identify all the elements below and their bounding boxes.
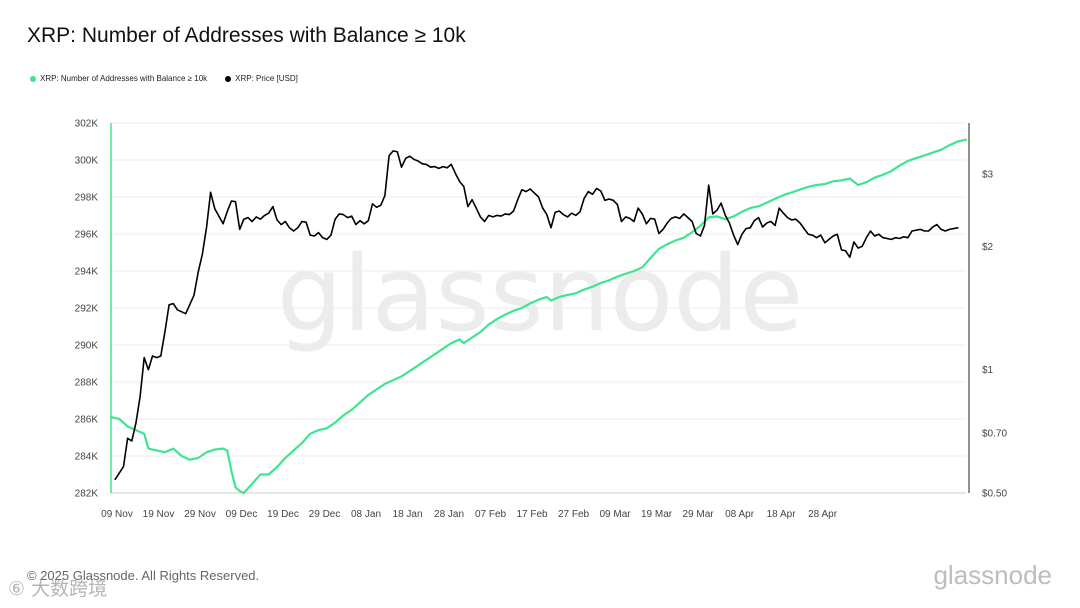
- x-tick-label: 29 Nov: [184, 509, 216, 520]
- y-left-tick-label: 292K: [75, 304, 99, 315]
- x-tick-label: 07 Feb: [475, 509, 507, 520]
- price-series-line: [114, 150, 959, 481]
- y-left-tick-label: 290K: [75, 341, 99, 352]
- x-tick-label: 19 Dec: [267, 509, 299, 520]
- x-tick-label: 28 Jan: [434, 509, 464, 520]
- y-left-tick-label: 302K: [75, 119, 99, 130]
- x-tick-label: 29 Mar: [683, 509, 715, 520]
- x-tick-label: 08 Jan: [351, 509, 381, 520]
- y-left-tick-label: 282K: [75, 489, 99, 500]
- x-tick-label: 29 Dec: [309, 509, 341, 520]
- x-tick-label: 19 Mar: [641, 509, 673, 520]
- legend-item-addresses[interactable]: XRP: Number of Addresses with Balance ≥ …: [30, 74, 207, 83]
- legend-dot-price-icon: [225, 75, 232, 82]
- legend: XRP: Number of Addresses with Balance ≥ …: [30, 74, 316, 83]
- y-left-tick-label: 284K: [75, 452, 99, 463]
- legend-label-price: XRP: Price [USD]: [235, 74, 298, 83]
- glassnode-logo: glassnode: [933, 560, 1052, 590]
- legend-item-price[interactable]: XRP: Price [USD]: [225, 74, 298, 83]
- legend-label-addresses: XRP: Number of Addresses with Balance ≥ …: [40, 74, 208, 83]
- x-tick-label: 17 Feb: [516, 509, 548, 520]
- x-tick-label: 18 Apr: [767, 509, 797, 520]
- x-tick-label: 18 Jan: [393, 509, 423, 520]
- y-left-tick-label: 298K: [75, 193, 99, 204]
- x-tick-label: 08 Apr: [725, 509, 755, 520]
- y-left-tick-label: 288K: [75, 378, 99, 389]
- y-right-tick-label: $0.70: [982, 429, 1007, 440]
- copyright-text: © 2025 Glassnode. All Rights Reserved.: [27, 568, 260, 583]
- legend-dot-addresses-icon: [30, 75, 36, 82]
- x-tick-label: 28 Apr: [808, 509, 838, 520]
- y-left-tick-label: 286K: [75, 415, 99, 426]
- y-left-tick-label: 296K: [75, 230, 99, 241]
- x-tick-label: 27 Feb: [558, 509, 590, 520]
- y-right-tick-label: $2: [982, 242, 994, 253]
- y-right-tick-label: $0.50: [982, 489, 1007, 500]
- x-tick-label: 09 Dec: [226, 509, 258, 520]
- y-right-tick-label: $1: [982, 365, 994, 376]
- x-tick-label: 09 Nov: [101, 509, 133, 520]
- background-watermark: glassnode: [277, 233, 804, 355]
- y-left-tick-label: 294K: [75, 267, 99, 278]
- x-tick-label: 09 Mar: [599, 509, 631, 520]
- x-tick-label: 19 Nov: [143, 509, 175, 520]
- y-right-tick-label: $3: [982, 170, 994, 181]
- chart-title: XRP: Number of Addresses with Balance ≥ …: [27, 24, 466, 47]
- overlay-watermark: ⑥ 大数跨境: [8, 578, 108, 600]
- addresses-series-line: [109, 138, 968, 495]
- y-left-tick-label: 300K: [75, 156, 99, 167]
